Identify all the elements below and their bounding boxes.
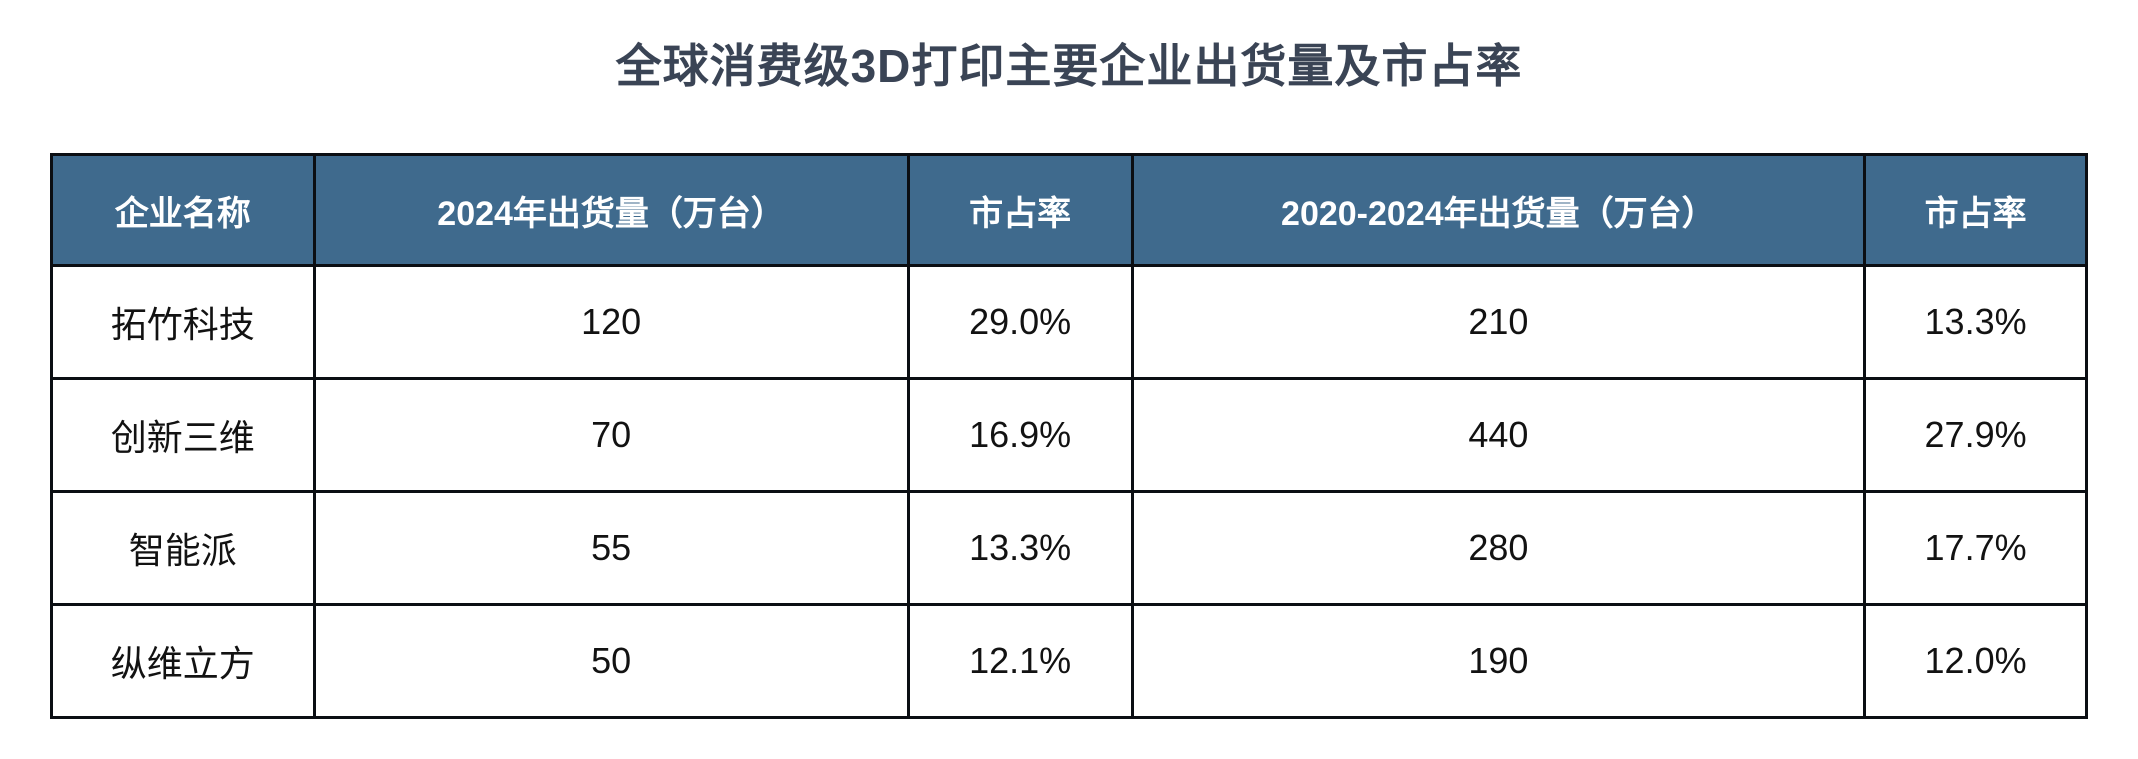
table-row: 智能派 55 13.3% 280 17.7% [50,490,2088,606]
company-name-cell: 纵维立方 [50,603,316,719]
value-cell: 13.3% [906,490,1134,606]
table-row: 拓竹科技 120 29.0% 210 13.3% [50,264,2088,380]
table-row: 纵维立方 50 12.1% 190 12.0% [50,603,2088,719]
value-cell: 120 [312,264,910,380]
value-cell: 55 [312,490,910,606]
value-cell: 12.1% [906,603,1134,719]
value-cell: 190 [1130,603,1867,719]
column-header-share-2024: 市占率 [906,153,1134,267]
column-header-shipments-2020-2024: 2020-2024年出货量（万台） [1130,153,1867,267]
company-name-cell: 创新三维 [50,377,316,493]
column-header-shipments-2024: 2024年出货量（万台） [312,153,910,267]
value-cell: 280 [1130,490,1867,606]
company-name-cell: 智能派 [50,490,316,606]
table-header-row: 企业名称 2024年出货量（万台） 市占率 2020-2024年出货量（万台） … [50,153,2088,267]
page-title: 全球消费级3D打印主要企业出货量及市占率 [615,40,1523,92]
value-cell: 16.9% [906,377,1134,493]
value-cell: 210 [1130,264,1867,380]
column-header-share-2020-2024: 市占率 [1863,153,2088,267]
value-cell: 17.7% [1863,490,2088,606]
value-cell: 29.0% [906,264,1134,380]
table-body: 拓竹科技 120 29.0% 210 13.3% 创新三维 70 16.9% 440 27.9% 智… [50,264,2088,719]
value-cell: 13.3% [1863,264,2088,380]
value-cell: 50 [312,603,910,719]
value-cell: 27.9% [1863,377,2088,493]
value-cell: 12.0% [1863,603,2088,719]
shipments-table: 企业名称 2024年出货量（万台） 市占率 2020-2024年出货量（万台） … [50,153,2088,719]
company-name-cell: 拓竹科技 [50,264,316,380]
value-cell: 440 [1130,377,1867,493]
table-row: 创新三维 70 16.9% 440 27.9% [50,377,2088,493]
column-header-company: 企业名称 [50,153,316,267]
value-cell: 70 [312,377,910,493]
